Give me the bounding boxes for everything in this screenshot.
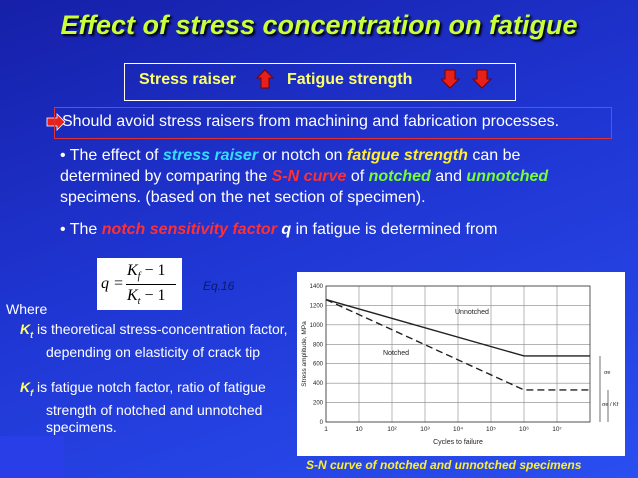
curve-label: Notched bbox=[383, 350, 409, 357]
sn-curve bbox=[325, 298, 590, 357]
annotation: σe bbox=[604, 370, 610, 376]
text: • The bbox=[60, 221, 102, 238]
eq-numerator: Kf − 1 bbox=[127, 262, 165, 282]
relation-box bbox=[124, 63, 516, 101]
slide-title: Effect of stress concentration on fatigu… bbox=[60, 10, 578, 40]
y-tick-label: 0 bbox=[320, 420, 324, 426]
text: in fatigue is determined from bbox=[291, 221, 498, 238]
subscript: f bbox=[137, 271, 141, 283]
cause-text: Stress raiser bbox=[139, 71, 236, 88]
text: − 1 bbox=[140, 262, 166, 279]
y-tick-label: 600 bbox=[313, 362, 324, 368]
definition: Kf is fatigue notch factor, ratio of fat… bbox=[6, 379, 296, 436]
eq-denominator: Kt − 1 bbox=[127, 287, 165, 307]
y-tick-label: 800 bbox=[313, 342, 324, 348]
down-arrows-icon bbox=[441, 69, 493, 89]
text: is theoretical stress-concentration fact… bbox=[33, 321, 288, 360]
note-text: Should avoid stress raisers from machini… bbox=[62, 113, 560, 130]
x-axis-label: Cycles to failure bbox=[433, 439, 483, 446]
up-arrow-icon bbox=[256, 69, 274, 89]
text: or notch on bbox=[258, 147, 347, 164]
corner-block bbox=[0, 436, 64, 478]
subscript: t bbox=[137, 296, 141, 308]
plot-frame bbox=[325, 285, 591, 423]
eq-lhs: q = bbox=[101, 275, 124, 292]
equation-box: q = Kf − 1 Kt − 1 bbox=[97, 258, 182, 310]
y-tick-label: 400 bbox=[313, 381, 324, 387]
symbol: K bbox=[20, 321, 31, 337]
sn-curve bbox=[325, 298, 590, 391]
highlight: q bbox=[276, 221, 292, 238]
highlight: S-N curve bbox=[271, 168, 347, 185]
text: and bbox=[430, 168, 467, 185]
bullet: • The effect of stress raiser or notch o… bbox=[60, 145, 590, 208]
y-axis-label: Stress amplitude, MPa bbox=[301, 321, 308, 387]
y-tick-label: 1400 bbox=[310, 284, 324, 290]
text: can be determined by comparing the bbox=[60, 147, 521, 185]
where-text: Where bbox=[6, 301, 48, 317]
x-tick-label: 10² bbox=[387, 426, 397, 433]
annotation: σe / Kf bbox=[602, 402, 619, 408]
symbol: K bbox=[127, 287, 138, 304]
sn-chart: 0 200 400 600 800 1000 1200 1400 1 10 10² 10³ 10⁴ 10⁵… bbox=[297, 272, 625, 456]
y-tick-label: 1200 bbox=[310, 303, 324, 309]
highlight: unnotched bbox=[466, 168, 549, 185]
x-tick-label: 1 bbox=[324, 426, 328, 433]
symbol: K bbox=[20, 379, 31, 395]
x-tick-label: 10⁷ bbox=[552, 426, 562, 433]
y-tick-label: 1000 bbox=[310, 323, 324, 329]
symbol: K bbox=[127, 262, 138, 279]
text: of bbox=[346, 168, 369, 185]
note-box bbox=[54, 107, 612, 139]
subscript: f bbox=[30, 387, 34, 398]
highlight: notch sensitivity factor bbox=[101, 221, 277, 238]
highlight: fatigue strength bbox=[347, 147, 468, 164]
x-tick-label: 10⁵ bbox=[486, 426, 496, 433]
equation-label: Eq.16 bbox=[203, 279, 235, 293]
x-tick-label: 10⁴ bbox=[453, 426, 463, 433]
red-arrow-bullet bbox=[46, 113, 66, 131]
x-tick-label: 10³ bbox=[420, 426, 430, 433]
fraction-bar bbox=[126, 284, 176, 285]
subscript: t bbox=[30, 329, 34, 340]
text: is fatigue notch factor, ratio of fatigu… bbox=[33, 379, 266, 435]
text: • The effect of bbox=[60, 147, 163, 164]
text: − 1 bbox=[140, 287, 166, 304]
highlight: notched bbox=[368, 168, 431, 185]
text: specimens. (based on the net section of … bbox=[60, 189, 426, 206]
chart-caption: S-N curve of notched and unnotched speci… bbox=[306, 458, 582, 472]
x-tick-label: 10⁶ bbox=[519, 426, 529, 433]
curve-label: Unnotched bbox=[455, 309, 489, 316]
highlight: stress raiser bbox=[162, 147, 259, 164]
y-tick-label: 200 bbox=[313, 401, 324, 407]
bullet: • The notch sensitivity factor q in fati… bbox=[60, 219, 590, 240]
effect-text: Fatigue strength bbox=[287, 71, 413, 88]
x-tick-label: 10 bbox=[355, 426, 363, 433]
definition: Kt is theoretical stress-concentration f… bbox=[6, 321, 296, 361]
